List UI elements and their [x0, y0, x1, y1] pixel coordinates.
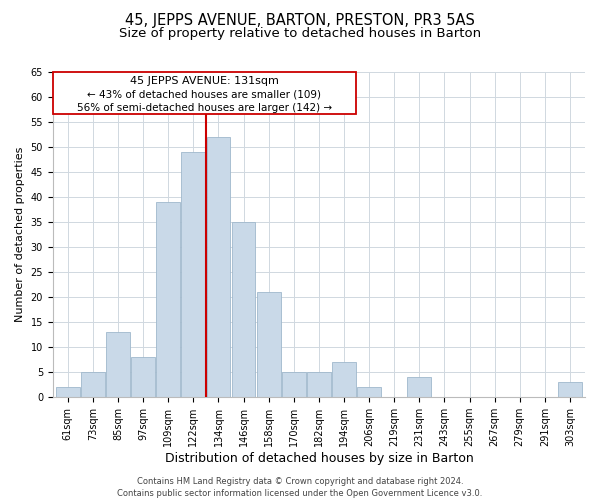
Text: ← 43% of detached houses are smaller (109): ← 43% of detached houses are smaller (10…: [88, 89, 322, 99]
X-axis label: Distribution of detached houses by size in Barton: Distribution of detached houses by size …: [164, 452, 473, 465]
Bar: [282, 372, 306, 397]
FancyBboxPatch shape: [53, 72, 356, 114]
Text: 56% of semi-detached houses are larger (142) →: 56% of semi-detached houses are larger (…: [77, 102, 332, 113]
Bar: [332, 362, 356, 397]
Bar: [257, 292, 281, 397]
Text: 45 JEPPS AVENUE: 131sqm: 45 JEPPS AVENUE: 131sqm: [130, 76, 279, 86]
Text: 45, JEPPS AVENUE, BARTON, PRESTON, PR3 5AS: 45, JEPPS AVENUE, BARTON, PRESTON, PR3 5…: [125, 12, 475, 28]
Bar: [232, 222, 256, 397]
Text: Contains HM Land Registry data © Crown copyright and database right 2024.
Contai: Contains HM Land Registry data © Crown c…: [118, 476, 482, 498]
Bar: [56, 387, 80, 397]
Bar: [131, 357, 155, 397]
Bar: [81, 372, 105, 397]
Text: Size of property relative to detached houses in Barton: Size of property relative to detached ho…: [119, 28, 481, 40]
Bar: [206, 136, 230, 397]
Bar: [307, 372, 331, 397]
Bar: [157, 202, 180, 397]
Bar: [106, 332, 130, 397]
Bar: [558, 382, 582, 397]
Y-axis label: Number of detached properties: Number of detached properties: [15, 146, 25, 322]
Bar: [407, 377, 431, 397]
Bar: [357, 387, 381, 397]
Bar: [181, 152, 205, 397]
